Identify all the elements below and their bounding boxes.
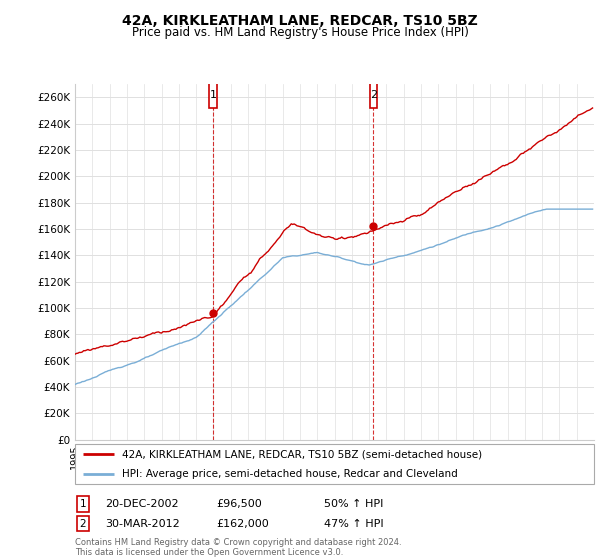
Text: 42A, KIRKLEATHAM LANE, REDCAR, TS10 5BZ (semi-detached house): 42A, KIRKLEATHAM LANE, REDCAR, TS10 5BZ … [122,449,482,459]
Text: Price paid vs. HM Land Registry's House Price Index (HPI): Price paid vs. HM Land Registry's House … [131,26,469,39]
Text: 1: 1 [209,90,217,100]
Text: 30-MAR-2012: 30-MAR-2012 [105,519,180,529]
Text: £96,500: £96,500 [216,499,262,509]
Text: Contains HM Land Registry data © Crown copyright and database right 2024.
This d: Contains HM Land Registry data © Crown c… [75,538,401,557]
Text: 50% ↑ HPI: 50% ↑ HPI [324,499,383,509]
Text: 2: 2 [370,90,377,100]
Text: 1: 1 [79,499,86,509]
FancyBboxPatch shape [209,81,217,108]
Text: £162,000: £162,000 [216,519,269,529]
Text: 47% ↑ HPI: 47% ↑ HPI [324,519,383,529]
Text: 20-DEC-2002: 20-DEC-2002 [105,499,179,509]
Text: 2: 2 [79,519,86,529]
Text: HPI: Average price, semi-detached house, Redcar and Cleveland: HPI: Average price, semi-detached house,… [122,469,457,479]
FancyBboxPatch shape [75,444,594,484]
FancyBboxPatch shape [370,81,377,108]
Text: 42A, KIRKLEATHAM LANE, REDCAR, TS10 5BZ: 42A, KIRKLEATHAM LANE, REDCAR, TS10 5BZ [122,14,478,28]
